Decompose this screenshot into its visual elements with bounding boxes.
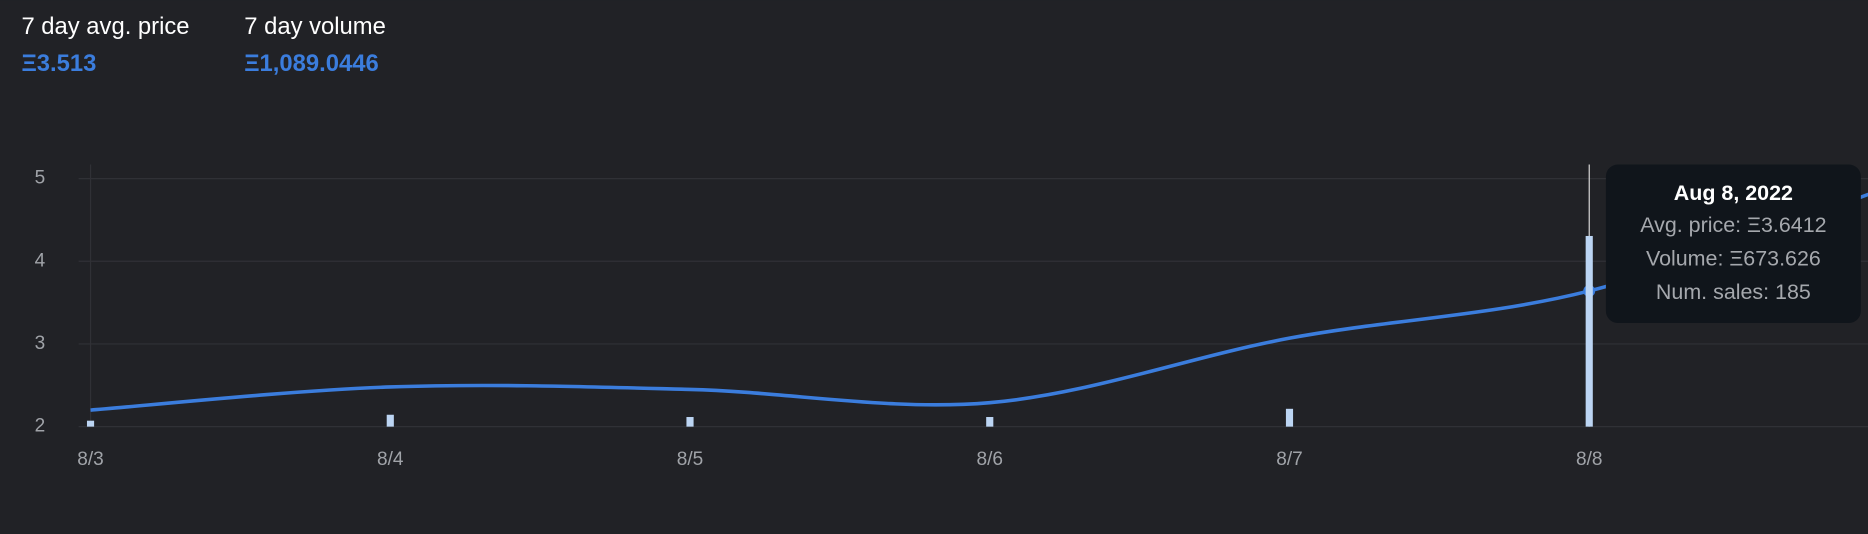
volume-bar — [986, 417, 994, 427]
y-tick-label: 2 — [35, 416, 46, 437]
tooltip: Aug 8, 2022 Avg. price: Ξ3.6412 Volume: Ξ6… — [1605, 164, 1861, 323]
stat-label: 7 day volume — [244, 13, 386, 40]
stat-value: Ξ1,089.0446 — [244, 50, 379, 77]
volume-bar — [1585, 235, 1593, 427]
x-tick-label: 8/7 — [1276, 449, 1302, 470]
x-tick-label: 8/8 — [1576, 449, 1602, 470]
tooltip-line: Volume: Ξ673.626 — [1646, 247, 1821, 271]
x-tick-label: 8/5 — [677, 449, 703, 470]
stat-value: Ξ3.513 — [21, 50, 96, 77]
y-tick-label: 4 — [35, 250, 46, 271]
volume-bar — [1285, 408, 1294, 427]
tooltip-line: Avg. price: Ξ3.6412 — [1640, 213, 1826, 237]
y-tick-label: 5 — [35, 168, 46, 189]
tooltip-title: Aug 8, 2022 — [1674, 181, 1793, 205]
x-tick-label: 8/6 — [977, 449, 1003, 470]
volume-bar — [686, 417, 694, 427]
volume-bar — [386, 414, 394, 427]
stat-label: 7 day avg. price — [21, 13, 189, 40]
tooltip-box — [1605, 164, 1861, 323]
y-tick-label: 3 — [35, 333, 46, 354]
x-tick-label: 8/3 — [77, 449, 103, 470]
x-tick-label: 8/4 — [377, 449, 404, 470]
plot-area — [86, 164, 1868, 427]
tooltip-line: Num. sales: 185 — [1656, 280, 1811, 304]
volume-bar — [86, 420, 95, 427]
